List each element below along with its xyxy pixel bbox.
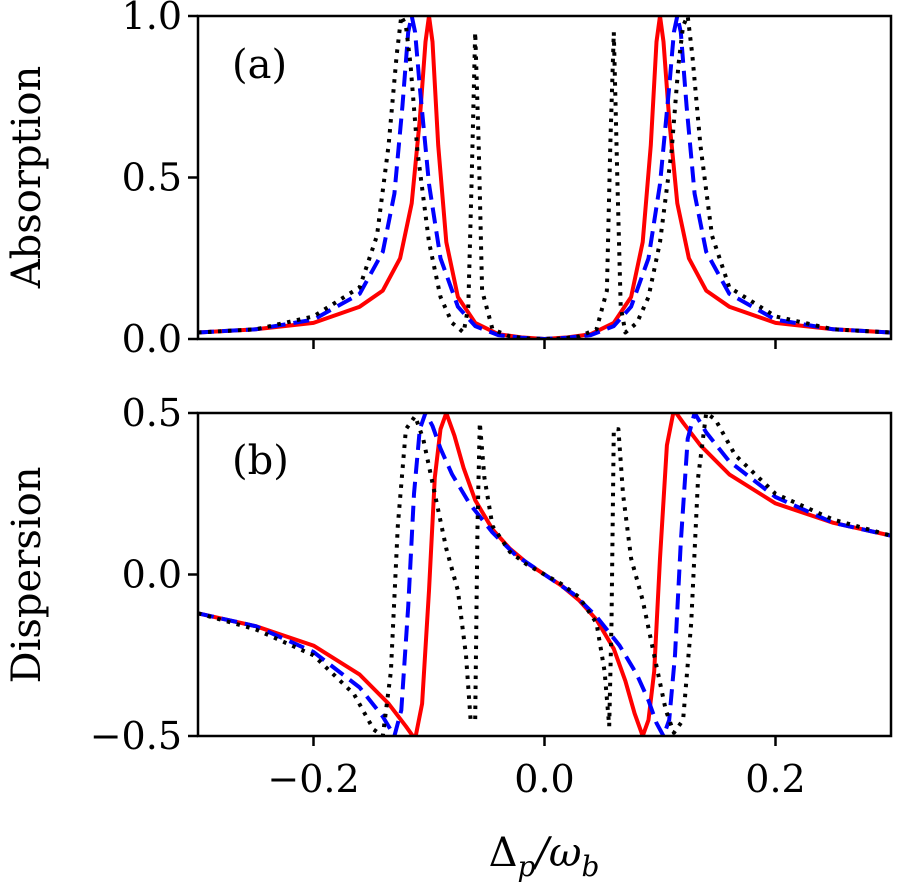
y-tick-label: 0.5 [122, 391, 182, 435]
x-axis-label: Δp/ωb [489, 830, 600, 883]
x-tick-label: −0.2 [267, 757, 359, 801]
x-label-sub-b: b [581, 850, 599, 883]
absorption-y-label: Absorption [4, 66, 50, 290]
x-label-delta: Δ [489, 830, 518, 876]
panel-tag-a: (a) [232, 42, 287, 88]
x-tick-label: 0.2 [745, 757, 805, 801]
dispersion-lines [198, 413, 891, 736]
absorption-x-ticks [312, 339, 777, 349]
x-label-sub-p: p [517, 850, 535, 883]
panel-tag-b: (b) [232, 438, 289, 484]
absorption-dotted-line [198, 16, 891, 339]
dispersion-y-label: Dispersion [4, 467, 50, 684]
absorption-lines [198, 16, 891, 339]
dispersion-x-ticks: −0.2 0.0 0.2 [267, 736, 806, 801]
y-tick-label: 1.0 [122, 0, 182, 38]
x-tick-label: 0.0 [514, 757, 574, 801]
dispersion-y-ticks: −0.5 0.0 0.5 [90, 391, 198, 758]
y-tick-label: 0.0 [122, 317, 182, 361]
absorption-frame [196, 14, 893, 341]
absorption-y-ticks: 0.0 0.5 1.0 [122, 0, 198, 361]
y-tick-label: 0.5 [122, 156, 182, 200]
absorption-solid-line [198, 16, 891, 339]
absorption-dashed-line [198, 16, 891, 339]
dispersion-panel: −0.5 0.0 0.5 −0.2 0.0 0.2 (b) Dispersion [4, 391, 893, 801]
dispersion-dotted-line [198, 413, 891, 736]
x-label-omega: /ω [531, 830, 581, 876]
y-tick-label: −0.5 [90, 714, 182, 758]
absorption-panel: 0.0 0.5 1.0 (a) Absorption [4, 0, 893, 361]
y-tick-label: 0.0 [122, 553, 182, 597]
